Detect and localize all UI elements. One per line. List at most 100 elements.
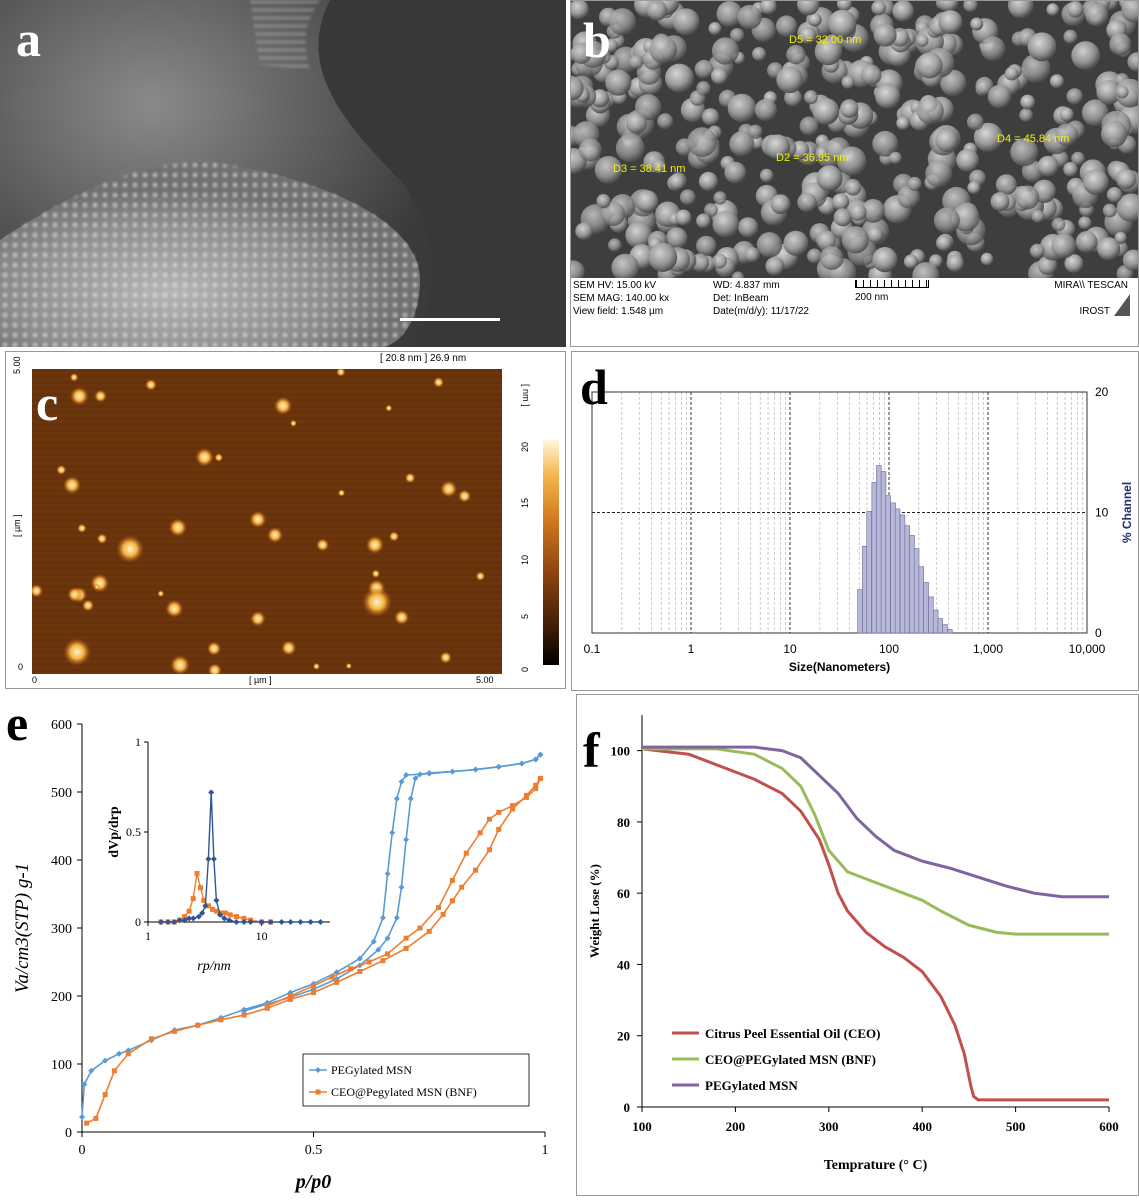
isotherm-y-tick-label: 300 [51, 922, 72, 937]
afm-colorbar-tick-15: 15 [520, 497, 530, 508]
dls-x-axis-label: Size(Nanometers) [789, 660, 890, 674]
isotherm-point [426, 769, 433, 776]
sem-logo-icon [1114, 294, 1130, 316]
isotherm-point [398, 778, 405, 785]
afm-y-tick-bottom: 0 [18, 662, 24, 672]
inset-series-0 [160, 792, 321, 923]
dls-x-tick-label: 10,000 [1069, 642, 1106, 656]
dls-bar-8 [894, 508, 901, 634]
isotherm-point [329, 974, 335, 980]
isotherm-point [532, 756, 539, 763]
afm-top-text: [ 20.8 nm ] 26.9 nm [380, 353, 467, 364]
afm-colorbar [543, 440, 559, 665]
afm-colorbar-tick-0: 0 [520, 666, 530, 672]
inset-point [176, 917, 183, 924]
inset-point [198, 885, 204, 891]
tga-x-tick-label: 400 [912, 1119, 932, 1134]
dls-x-tick-label: 10 [783, 642, 797, 656]
inset-point [195, 913, 202, 920]
isotherm-y-tick-label: 600 [51, 718, 72, 733]
tga-y-tick-label: 100 [611, 744, 631, 759]
tga-x-tick-label: 200 [726, 1119, 746, 1134]
dls-bar-16 [932, 609, 939, 634]
dls-bar-13 [918, 566, 925, 634]
isotherm-point [241, 1012, 247, 1018]
isotherm-point [403, 945, 409, 951]
isotherm-point [389, 829, 396, 836]
dls-bar-17 [937, 618, 944, 634]
inset-y-axis-label: dVp/drp [107, 806, 122, 858]
isotherm-point [486, 847, 492, 853]
panel-b-sem-image: D5 = 32.00 nm D4 = 45.84 nm D3 = 38.41 n… [570, 0, 1139, 347]
sem-measurement-d3: D3 = 38.41 nm [613, 163, 686, 175]
tga-legend-label: PEGylated MSN [705, 1078, 798, 1093]
dls-bar-11 [909, 535, 915, 634]
afm-colorbar-tick-10: 10 [520, 554, 530, 565]
inset-y-tick-label: 0 [135, 915, 141, 929]
inset-point [233, 914, 239, 920]
inset-point [181, 917, 188, 924]
isotherm-point [477, 830, 483, 836]
sem-view-field: View field: 1.548 µm [573, 306, 664, 317]
inset-point [210, 906, 216, 912]
isotherm-point [486, 816, 492, 822]
isotherm-point [510, 803, 516, 809]
dls-bar-3 [871, 482, 877, 634]
inset-point [194, 870, 200, 876]
isotherm-point [393, 914, 400, 921]
isotherm-point [366, 959, 372, 965]
dls-x-tick-label: 100 [879, 642, 899, 656]
inset-point [182, 914, 188, 920]
isotherm-point [334, 979, 340, 985]
isotherm-series-0-desorption [243, 754, 541, 1012]
isotherm-point [393, 795, 400, 802]
isotherm-point [148, 1036, 154, 1042]
inset-point [241, 919, 248, 925]
panel-label-e: e [6, 695, 29, 751]
dls-bar-5 [880, 471, 887, 634]
isotherm-y-tick-label: 200 [51, 990, 72, 1005]
afm-colorbar-tick-20: 20 [520, 441, 530, 452]
dls-bar-6 [885, 495, 891, 634]
inset-point [213, 897, 220, 904]
isotherm-point [385, 951, 391, 957]
inset-point [210, 856, 217, 862]
inset-x-tick-label: 1 [145, 929, 151, 943]
afm-colorbar-tick-5: 5 [520, 613, 530, 619]
dls-bar-10 [904, 525, 910, 634]
isotherm-x-tick-label: 0.5 [305, 1143, 323, 1158]
afm-colorbar-unit: [ nm ] [521, 384, 531, 407]
inset-point [190, 896, 196, 902]
sem-measurement-d2: D2 = 36.95 nm [776, 152, 849, 164]
afm-x-unit: [ µm ] [249, 675, 272, 685]
isotherm-point [311, 983, 316, 989]
isotherm-point [440, 911, 446, 917]
tga-legend-label: Citrus Peel Essential Oil (CEO) [705, 1026, 881, 1041]
sem-measurement-d4: D4 = 45.84 nm [997, 133, 1070, 145]
isotherm-point [398, 884, 405, 891]
inset-point [171, 919, 178, 925]
inset-point [216, 911, 223, 918]
dls-bar-9 [899, 514, 906, 634]
inset-point [208, 789, 215, 796]
panel-label-a: a [16, 11, 41, 67]
sem-measurement-d5: D5 = 32.00 nm [789, 34, 862, 46]
isotherm-point [533, 782, 539, 788]
isotherm-point [510, 806, 516, 812]
dls-x-tick-label: 1 [688, 642, 695, 656]
isotherm-point [384, 935, 391, 942]
isotherm-point [473, 867, 479, 873]
tga-series-0 [641, 747, 1109, 1102]
inset-point [297, 919, 304, 925]
tga-y-tick-label: 40 [617, 957, 630, 972]
inset-point [205, 856, 212, 862]
isotherm-point [403, 772, 410, 778]
isotherm-point [79, 1114, 85, 1121]
inset-point [267, 919, 274, 925]
tem-micrograph [0, 0, 566, 347]
inset-y-tick-label: 1 [135, 735, 141, 749]
isotherm-point [264, 1003, 270, 1009]
inset-point [190, 915, 197, 922]
isotherm-y-tick-label: 0 [65, 1126, 72, 1141]
inset-point [287, 919, 294, 925]
